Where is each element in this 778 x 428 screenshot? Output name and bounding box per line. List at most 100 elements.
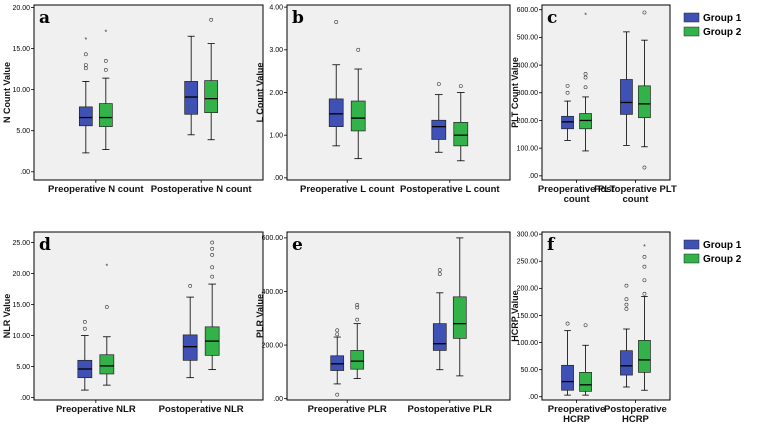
y-tick-label: .00 bbox=[20, 169, 30, 176]
box-group1 bbox=[431, 82, 447, 153]
outlier-point bbox=[642, 278, 647, 283]
box-group2 bbox=[579, 323, 592, 396]
y-tick-label: 400.00 bbox=[262, 289, 284, 296]
x-category-label: Preoperative L count bbox=[300, 184, 395, 195]
box-group2: * bbox=[579, 13, 592, 152]
outlier-point bbox=[624, 283, 629, 288]
outlier-point bbox=[210, 274, 215, 279]
outlier-point bbox=[83, 52, 88, 57]
outlier-point bbox=[104, 305, 109, 309]
iqr-box bbox=[452, 296, 467, 339]
legend-label: Group 2 bbox=[703, 254, 742, 265]
iqr-box bbox=[561, 115, 574, 130]
y-tick-label: 5.00 bbox=[16, 128, 30, 135]
box-group2 bbox=[638, 10, 651, 170]
outlier-point bbox=[355, 302, 360, 307]
outlier-point bbox=[210, 246, 215, 251]
iqr-box bbox=[453, 122, 469, 147]
y-tick-label: 5.00 bbox=[16, 364, 30, 371]
y-tick-label: .00 bbox=[20, 395, 30, 402]
extreme-point: * bbox=[105, 264, 108, 271]
legend-swatch bbox=[683, 253, 700, 264]
outlier-point bbox=[565, 83, 570, 88]
plot-area bbox=[33, 4, 264, 181]
outlier-point bbox=[642, 10, 647, 15]
y-tick-label: 3.00 bbox=[269, 47, 283, 54]
extreme-point: * bbox=[643, 244, 646, 251]
x-category-label: Preoperative PLT count bbox=[538, 184, 616, 205]
legend-swatch bbox=[683, 12, 700, 23]
y-tick-label: 100.00 bbox=[517, 145, 539, 152]
legend-swatch bbox=[683, 26, 700, 37]
box-group1 bbox=[184, 35, 199, 136]
outlier-point bbox=[82, 319, 87, 324]
box-group2: * bbox=[99, 264, 115, 386]
outlier-point bbox=[210, 240, 215, 245]
y-tick-label: 15.00 bbox=[12, 46, 30, 53]
iqr-box bbox=[182, 334, 198, 361]
iqr-box bbox=[328, 98, 344, 127]
y-tick-label: 50.00 bbox=[520, 367, 538, 374]
y-tick-label: 10.00 bbox=[12, 87, 30, 94]
y-tick-label: 1.00 bbox=[269, 132, 283, 139]
plot-area bbox=[541, 4, 671, 181]
outlier-point bbox=[583, 85, 588, 90]
y-tick-label: 200.00 bbox=[262, 342, 284, 349]
box-group2 bbox=[453, 84, 469, 162]
x-category-label: Preoperative N count bbox=[48, 184, 144, 195]
outlier-point bbox=[583, 72, 588, 76]
iqr-box bbox=[579, 113, 592, 130]
legend-label: Group 1 bbox=[703, 240, 742, 251]
x-category-label: Postoperative N count bbox=[151, 184, 253, 195]
outlier-point bbox=[334, 20, 339, 24]
iqr-box bbox=[204, 80, 219, 113]
y-tick-label: 250.00 bbox=[517, 259, 539, 266]
y-axis-title: L Count Value bbox=[255, 63, 265, 123]
extreme-point: * bbox=[84, 37, 87, 44]
iqr-box bbox=[431, 119, 447, 140]
iqr-box bbox=[330, 355, 345, 371]
y-tick-label: .00 bbox=[273, 396, 283, 403]
y-tick-label: 400.00 bbox=[517, 62, 539, 69]
iqr-box bbox=[350, 350, 365, 370]
extreme-point: * bbox=[584, 13, 587, 20]
box-group2 bbox=[350, 47, 366, 160]
outlier-point bbox=[437, 268, 442, 272]
outlier-point bbox=[188, 284, 193, 288]
iqr-box bbox=[184, 81, 199, 115]
iqr-box bbox=[350, 100, 366, 132]
outlier-point bbox=[335, 328, 340, 333]
x-category-label: Postoperative NLR bbox=[159, 404, 244, 415]
y-tick-label: 600.00 bbox=[517, 7, 539, 14]
box-group1 bbox=[561, 321, 574, 396]
y-tick-label: 100.00 bbox=[517, 340, 539, 347]
extreme-point: * bbox=[104, 30, 107, 37]
outlier-point bbox=[583, 323, 588, 328]
panel-label: c bbox=[547, 8, 557, 28]
box-group1 bbox=[182, 284, 198, 379]
y-tick-label: .00 bbox=[273, 175, 283, 182]
iqr-box bbox=[620, 350, 633, 376]
x-category-label: Postoperative PLT count bbox=[594, 184, 677, 205]
box-group2 bbox=[204, 17, 219, 141]
y-tick-label: 600.00 bbox=[262, 235, 284, 242]
iqr-box bbox=[638, 340, 651, 373]
box-group1 bbox=[328, 20, 344, 147]
box-group2 bbox=[204, 240, 220, 371]
y-tick-label: .00 bbox=[528, 173, 538, 180]
outlier-point bbox=[335, 332, 340, 337]
outlier-point bbox=[642, 165, 647, 170]
legend-label: Group 1 bbox=[703, 13, 742, 24]
outlier-point bbox=[210, 253, 215, 257]
outlier-point bbox=[355, 305, 360, 310]
panel-label: e bbox=[292, 235, 303, 255]
outlier-point bbox=[624, 307, 629, 311]
box-group1 bbox=[620, 283, 633, 388]
y-tick-label: 150.00 bbox=[517, 313, 539, 320]
box-group1 bbox=[620, 31, 633, 146]
x-category-label: Preoperative PLR bbox=[308, 404, 387, 415]
outlier-point bbox=[335, 392, 340, 397]
panel-label: d bbox=[39, 235, 51, 255]
box-group2: * bbox=[98, 30, 113, 151]
